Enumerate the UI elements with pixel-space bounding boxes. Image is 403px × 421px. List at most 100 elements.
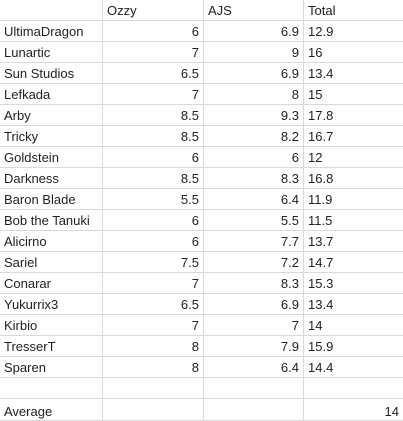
name-cell[interactable]: TresserT [0,336,103,357]
table-row: Conarar 7 8.3 15.3 [0,273,403,294]
ajs-cell[interactable]: 6.9 [204,63,304,84]
ajs-cell[interactable]: 6.9 [204,294,304,315]
total-cell[interactable]: 14 [304,315,403,336]
ajs-cell[interactable]: 8.3 [204,273,304,294]
table-row: Lunartic 7 9 16 [0,42,403,63]
name-cell[interactable]: Tricky [0,126,103,147]
name-cell[interactable]: Bob the Tanuki [0,210,103,231]
table-row: TresserT 8 7.9 15.9 [0,336,403,357]
ajs-cell[interactable]: 6.9 [204,21,304,42]
name-cell[interactable]: Lefkada [0,84,103,105]
ajs-cell[interactable]: 7.2 [204,252,304,273]
table-row: Goldstein 6 6 12 [0,147,403,168]
total-cell[interactable]: 11.9 [304,189,403,210]
ozzy-cell[interactable]: 7 [103,315,204,336]
table-row: Darkness 8.5 8.3 16.8 [0,168,403,189]
table-row: Bob the Tanuki 6 5.5 11.5 [0,210,403,231]
average-value-cell[interactable]: 14 [304,399,403,421]
ozzy-cell[interactable]: 6 [103,231,204,252]
name-cell[interactable]: Baron Blade [0,189,103,210]
name-cell[interactable]: Sparen [0,357,103,378]
average-row: Average 14 [0,399,403,421]
ozzy-cell[interactable]: 8.5 [103,105,204,126]
empty-cell[interactable] [204,399,304,421]
header-cell-ozzy[interactable]: Ozzy [103,0,204,21]
ozzy-cell[interactable]: 7.5 [103,252,204,273]
empty-cell[interactable] [0,378,103,399]
total-cell[interactable]: 12 [304,147,403,168]
empty-cell[interactable] [103,399,204,421]
table-row: Tricky 8.5 8.2 16.7 [0,126,403,147]
ajs-cell[interactable]: 7.9 [204,336,304,357]
total-cell[interactable]: 15.3 [304,273,403,294]
name-cell[interactable]: Alicirno [0,231,103,252]
ajs-cell[interactable]: 6 [204,147,304,168]
ozzy-cell[interactable]: 8.5 [103,168,204,189]
name-cell[interactable]: Conarar [0,273,103,294]
total-cell[interactable]: 16.7 [304,126,403,147]
table-row: Baron Blade 5.5 6.4 11.9 [0,189,403,210]
header-cell-name[interactable] [0,0,103,21]
table-row: Alicirno 6 7.7 13.7 [0,231,403,252]
ajs-cell[interactable]: 6.4 [204,357,304,378]
ozzy-cell[interactable]: 8 [103,357,204,378]
ajs-cell[interactable]: 9 [204,42,304,63]
table-row: Lefkada 7 8 15 [0,84,403,105]
name-cell[interactable]: UltimaDragon [0,21,103,42]
table-row: Arby 8.5 9.3 17.8 [0,105,403,126]
total-cell[interactable]: 14.7 [304,252,403,273]
name-cell[interactable]: Goldstein [0,147,103,168]
ozzy-cell[interactable]: 6.5 [103,294,204,315]
name-cell[interactable]: Sariel [0,252,103,273]
header-cell-ajs[interactable]: AJS [204,0,304,21]
empty-cell[interactable] [204,378,304,399]
empty-cell[interactable] [103,378,204,399]
table-row: Kirbio 7 7 14 [0,315,403,336]
table-row: UltimaDragon 6 6.9 12.9 [0,21,403,42]
empty-cell[interactable] [304,378,403,399]
ozzy-cell[interactable]: 6 [103,147,204,168]
total-cell[interactable]: 14.4 [304,357,403,378]
name-cell[interactable]: Darkness [0,168,103,189]
ajs-cell[interactable]: 9.3 [204,105,304,126]
name-cell[interactable]: Sun Studios [0,63,103,84]
table-row: Yukurrix3 6.5 6.9 13.4 [0,294,403,315]
total-cell[interactable]: 17.8 [304,105,403,126]
total-cell[interactable]: 15.9 [304,336,403,357]
name-cell[interactable]: Yukurrix3 [0,294,103,315]
ajs-cell[interactable]: 8.2 [204,126,304,147]
table-row: Sariel 7.5 7.2 14.7 [0,252,403,273]
total-cell[interactable]: 13.7 [304,231,403,252]
ajs-cell[interactable]: 8.3 [204,168,304,189]
ajs-cell[interactable]: 7 [204,315,304,336]
total-cell[interactable]: 13.4 [304,294,403,315]
table-row: Sparen 8 6.4 14.4 [0,357,403,378]
empty-row [0,378,403,399]
total-cell[interactable]: 13.4 [304,63,403,84]
ajs-cell[interactable]: 5.5 [204,210,304,231]
header-cell-total[interactable]: Total [304,0,403,21]
total-cell[interactable]: 16.8 [304,168,403,189]
ozzy-cell[interactable]: 8.5 [103,126,204,147]
total-cell[interactable]: 15 [304,84,403,105]
ajs-cell[interactable]: 6.4 [204,189,304,210]
ajs-cell[interactable]: 7.7 [204,231,304,252]
ozzy-cell[interactable]: 8 [103,336,204,357]
ozzy-cell[interactable]: 7 [103,84,204,105]
average-label-cell[interactable]: Average [0,399,103,421]
ozzy-cell[interactable]: 7 [103,42,204,63]
total-cell[interactable]: 11.5 [304,210,403,231]
table-row: Sun Studios 6.5 6.9 13.4 [0,63,403,84]
total-cell[interactable]: 12.9 [304,21,403,42]
name-cell[interactable]: Kirbio [0,315,103,336]
name-cell[interactable]: Lunartic [0,42,103,63]
total-cell[interactable]: 16 [304,42,403,63]
ozzy-cell[interactable]: 7 [103,273,204,294]
ozzy-cell[interactable]: 5.5 [103,189,204,210]
name-cell[interactable]: Arby [0,105,103,126]
ozzy-cell[interactable]: 6 [103,21,204,42]
ozzy-cell[interactable]: 6.5 [103,63,204,84]
ajs-cell[interactable]: 8 [204,84,304,105]
ozzy-cell[interactable]: 6 [103,210,204,231]
